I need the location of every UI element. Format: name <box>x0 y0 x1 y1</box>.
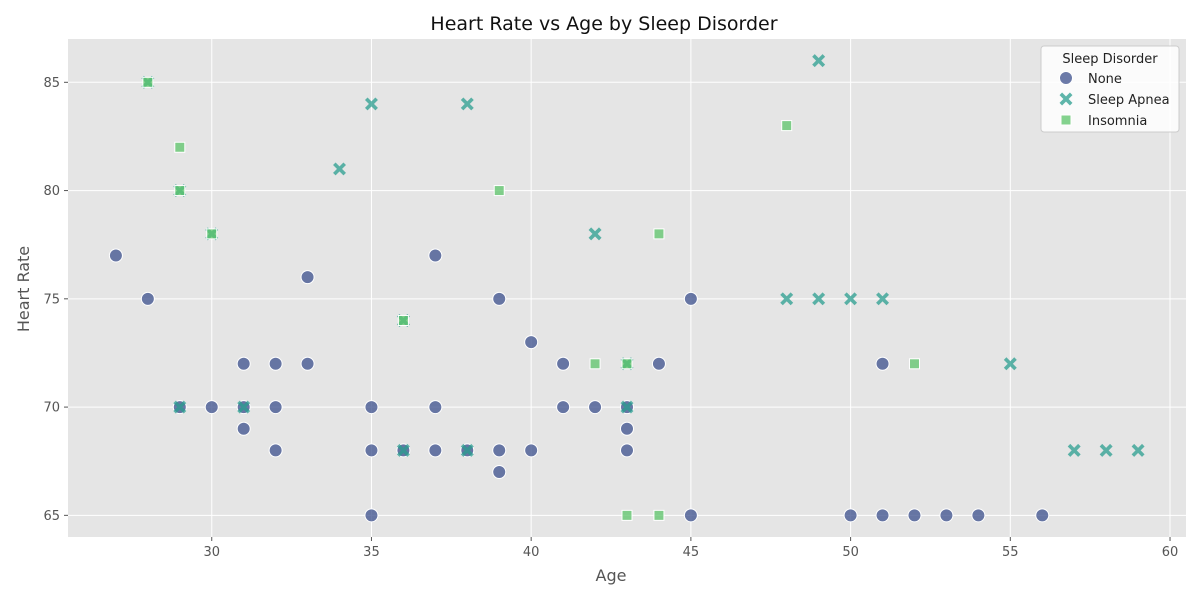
data-point <box>300 270 315 285</box>
legend-marker <box>1059 71 1073 85</box>
data-point <box>683 291 698 306</box>
data-point <box>492 443 507 458</box>
plot-area <box>68 39 1186 537</box>
data-point <box>780 292 794 306</box>
data-point <box>588 227 602 241</box>
data-point <box>174 185 186 197</box>
data-point <box>781 120 793 132</box>
data-point <box>142 76 154 88</box>
y-tick-label: 70 <box>43 401 60 416</box>
data-point <box>653 509 665 521</box>
data-point <box>364 443 379 458</box>
data-point <box>428 443 443 458</box>
x-tick-label: 35 <box>363 545 380 560</box>
legend-title: Sleep Disorder <box>1062 52 1158 67</box>
data-point <box>524 443 539 458</box>
data-point <box>939 508 954 523</box>
legend-marker <box>1060 114 1072 126</box>
x-tick-label: 30 <box>203 545 220 560</box>
data-points <box>108 54 1145 523</box>
data-point <box>460 97 474 111</box>
data-point <box>524 335 539 350</box>
data-point <box>397 314 409 326</box>
data-point <box>620 443 634 458</box>
data-point <box>428 400 443 415</box>
x-tick-label: 50 <box>842 545 859 560</box>
data-point <box>460 443 474 457</box>
data-point <box>971 508 986 523</box>
data-point <box>620 400 634 414</box>
series-insomnia <box>142 76 920 521</box>
data-point <box>174 141 186 153</box>
data-point <box>140 291 155 306</box>
data-point <box>683 508 698 523</box>
data-point <box>364 508 379 523</box>
data-point <box>493 185 505 197</box>
x-tick-label: 40 <box>523 545 540 560</box>
chart-title: Heart Rate vs Age by Sleep Disorder <box>430 13 777 35</box>
x-tick-label: 60 <box>1162 545 1179 560</box>
y-tick-label: 75 <box>43 292 60 307</box>
data-point <box>204 400 219 415</box>
data-point <box>1131 443 1145 457</box>
series-none <box>108 248 1050 523</box>
data-point <box>620 421 634 436</box>
axis-ticks: 30 35 40 45 50 55 60 65 70 75 80 85 <box>43 76 1178 560</box>
data-point <box>268 400 283 415</box>
x-axis-label: Age <box>596 566 627 585</box>
data-point <box>875 356 890 371</box>
data-point <box>364 400 379 415</box>
y-axis-label: Heart Rate <box>14 246 33 332</box>
data-point <box>908 358 920 370</box>
data-point <box>428 248 443 263</box>
data-point <box>492 465 507 480</box>
y-tick-label: 80 <box>43 184 60 199</box>
data-point <box>812 54 826 68</box>
data-point <box>1003 357 1017 371</box>
data-point <box>653 228 665 240</box>
data-point <box>843 508 858 523</box>
data-point <box>621 358 633 370</box>
y-tick-label: 85 <box>43 76 60 91</box>
data-point <box>1067 443 1081 457</box>
legend: Sleep Disorder None Sleep Apnea Insomnia <box>1040 45 1180 133</box>
data-point <box>236 421 251 436</box>
legend-box <box>1040 45 1180 133</box>
data-point <box>236 356 251 371</box>
data-point <box>173 400 187 414</box>
data-point <box>907 508 922 523</box>
data-point <box>621 509 633 521</box>
y-tick-label: 65 <box>43 509 60 524</box>
data-point <box>333 162 346 176</box>
data-point <box>844 292 858 306</box>
legend-marker <box>1059 92 1073 106</box>
data-point <box>876 292 890 306</box>
data-point <box>492 291 507 306</box>
data-point <box>556 356 571 371</box>
data-point <box>396 443 410 457</box>
legend-label: Insomnia <box>1088 114 1147 129</box>
data-point <box>589 358 601 370</box>
data-point <box>237 400 251 414</box>
x-tick-label: 55 <box>1002 545 1019 560</box>
data-point <box>268 443 283 458</box>
data-point <box>651 356 666 371</box>
data-point <box>875 508 890 523</box>
data-point <box>812 292 826 306</box>
data-point <box>1035 508 1050 523</box>
legend-label: Sleep Apnea <box>1088 93 1170 108</box>
data-point <box>108 248 123 263</box>
data-point <box>206 228 218 240</box>
x-tick-label: 45 <box>683 545 700 560</box>
data-point <box>300 356 315 371</box>
data-point <box>364 97 378 111</box>
data-point <box>556 400 571 415</box>
data-point <box>1099 443 1113 457</box>
data-point <box>268 356 283 371</box>
legend-label: None <box>1088 72 1122 87</box>
data-point <box>588 400 603 415</box>
